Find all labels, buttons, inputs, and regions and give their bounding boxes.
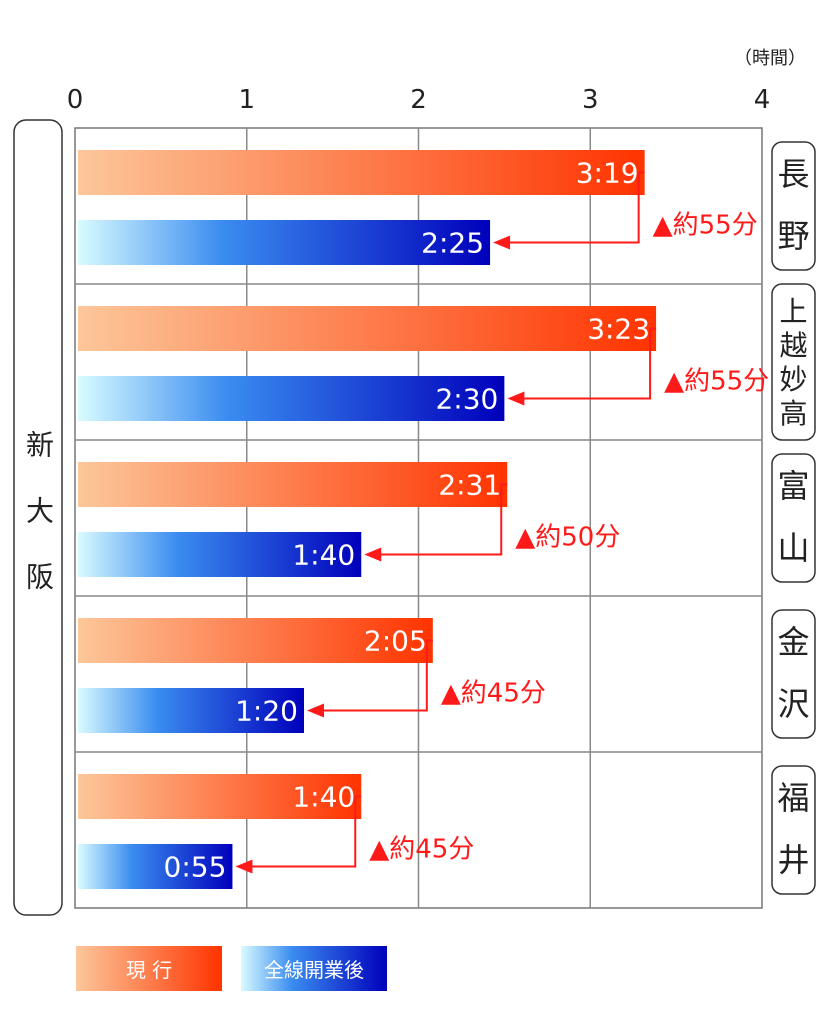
station-label-char: 沢 [777, 685, 809, 723]
station-label-char: 長 [777, 155, 809, 193]
x-tick-label: 4 [754, 85, 771, 115]
station-label-char: 高 [779, 397, 807, 430]
x-tick-label: 3 [582, 85, 599, 115]
time-saving-label: ▲約45分 [369, 835, 474, 865]
station-label-char: 野 [777, 217, 809, 255]
origin-label-box [13, 119, 63, 916]
station-label-box [771, 453, 816, 583]
station-label-box [771, 765, 816, 895]
arrowhead-icon [507, 391, 525, 406]
x-tick-label: 0 [67, 85, 84, 115]
bar-after-opening [78, 220, 491, 265]
station-label-char: 福 [777, 779, 809, 817]
time-saving-label: ▲約55分 [653, 211, 758, 241]
bar-label-current: 2:05 [364, 625, 427, 658]
station-label-char: 妙 [779, 363, 807, 396]
station-label-char: 井 [777, 841, 809, 879]
station-label-char: 山 [777, 529, 809, 567]
arrowhead-icon [235, 859, 253, 874]
legend-label-current: 現 行 [126, 958, 172, 982]
bar-after-opening [78, 688, 304, 733]
arrowhead-icon [493, 235, 511, 250]
time-saving-label: ▲約50分 [515, 523, 620, 553]
origin-station-label: 新大阪 [22, 430, 55, 628]
bar-after-opening [78, 376, 505, 421]
x-tick-label: 1 [238, 85, 255, 115]
bar-label-after: 1:40 [292, 539, 355, 572]
bar-label-after: 1:20 [235, 695, 298, 728]
station-label-char: 上 [779, 295, 807, 328]
bar-current [78, 774, 362, 819]
legend-label-after: 全線開業後 [264, 958, 364, 982]
reduction-connector [322, 639, 433, 712]
station-label-box [771, 141, 816, 271]
bar-label-after: 2:25 [421, 227, 484, 260]
station-label-box [771, 283, 816, 441]
bar-label-current: 1:40 [292, 781, 355, 814]
reduction-connector [250, 795, 362, 868]
x-tick-label: 2 [410, 85, 427, 115]
time-saving-label: ▲約55分 [664, 367, 769, 397]
station-label-box [771, 609, 816, 739]
bar-label-current: 2:31 [438, 469, 501, 502]
station-label-char: 金 [777, 623, 809, 661]
station-label-char: 富 [777, 467, 809, 505]
reduction-connector [508, 171, 645, 244]
bar-current [78, 618, 433, 663]
bar-after-opening [78, 532, 362, 577]
bar-label-after: 2:30 [435, 383, 498, 416]
bar-current [78, 462, 508, 507]
bar-after-opening [78, 844, 233, 889]
legend-swatch-after [241, 946, 387, 991]
reduction-connector [522, 327, 657, 400]
unit-label: （時間） [734, 48, 806, 69]
bar-current [78, 150, 645, 195]
station-label-char: 越 [779, 329, 807, 362]
arrowhead-icon [364, 547, 382, 562]
time-saving-label: ▲約45分 [441, 679, 546, 709]
bar-label-after: 0:55 [164, 851, 227, 884]
bar-current [78, 306, 657, 351]
bar-label-current: 3:23 [587, 313, 650, 346]
reduction-connector [379, 483, 508, 556]
arrowhead-icon [307, 703, 324, 718]
bar-label-current: 3:19 [576, 157, 639, 190]
legend-swatch-current [76, 946, 222, 991]
